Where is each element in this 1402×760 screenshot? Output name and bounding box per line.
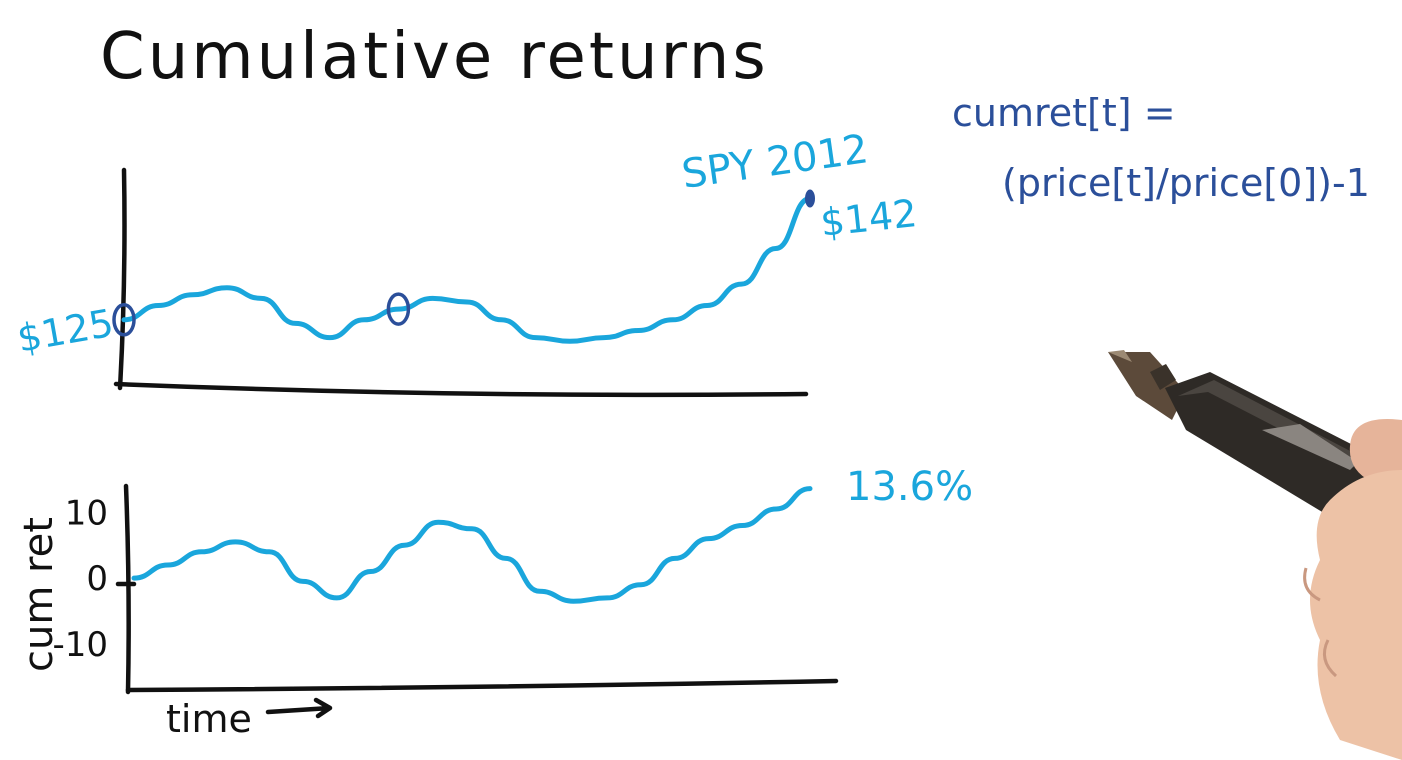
start-price-label: $125	[14, 301, 117, 361]
price-marker-2	[386, 292, 411, 326]
formula-line-2: (price[t]/price[0])-1	[1002, 161, 1370, 205]
y-tick-label: -10	[52, 625, 108, 665]
price-marker-3	[805, 189, 815, 208]
end-price-label: $142	[818, 191, 919, 245]
end-cumret-label: 13.6%	[846, 464, 973, 510]
price-chart: SPY 2012 $125 $142	[14, 126, 919, 398]
y-tick-label: 0	[86, 559, 108, 599]
series-label: SPY 2012	[679, 126, 871, 198]
cumret-chart-y-axis	[123, 483, 131, 695]
cumret-chart: 10 0 -10 cum ret time 13.6%	[16, 464, 973, 741]
x-axis-arrow-icon	[265, 697, 333, 719]
price-marker-1	[112, 303, 136, 337]
y-tick-label: 10	[65, 493, 108, 533]
price-chart-y-axis	[117, 167, 127, 391]
page-title: Cumulative returns	[100, 20, 769, 94]
price-series-line	[121, 196, 813, 344]
x-axis-label: time	[166, 697, 252, 741]
hand-icon	[1303, 419, 1402, 760]
cumret-chart-x-axis	[125, 678, 839, 693]
formula-line-1: cumret[t] =	[952, 91, 1176, 135]
price-chart-x-axis	[113, 381, 809, 398]
cumret-series-line	[131, 486, 813, 604]
y-axis-label: cum ret	[16, 517, 62, 672]
